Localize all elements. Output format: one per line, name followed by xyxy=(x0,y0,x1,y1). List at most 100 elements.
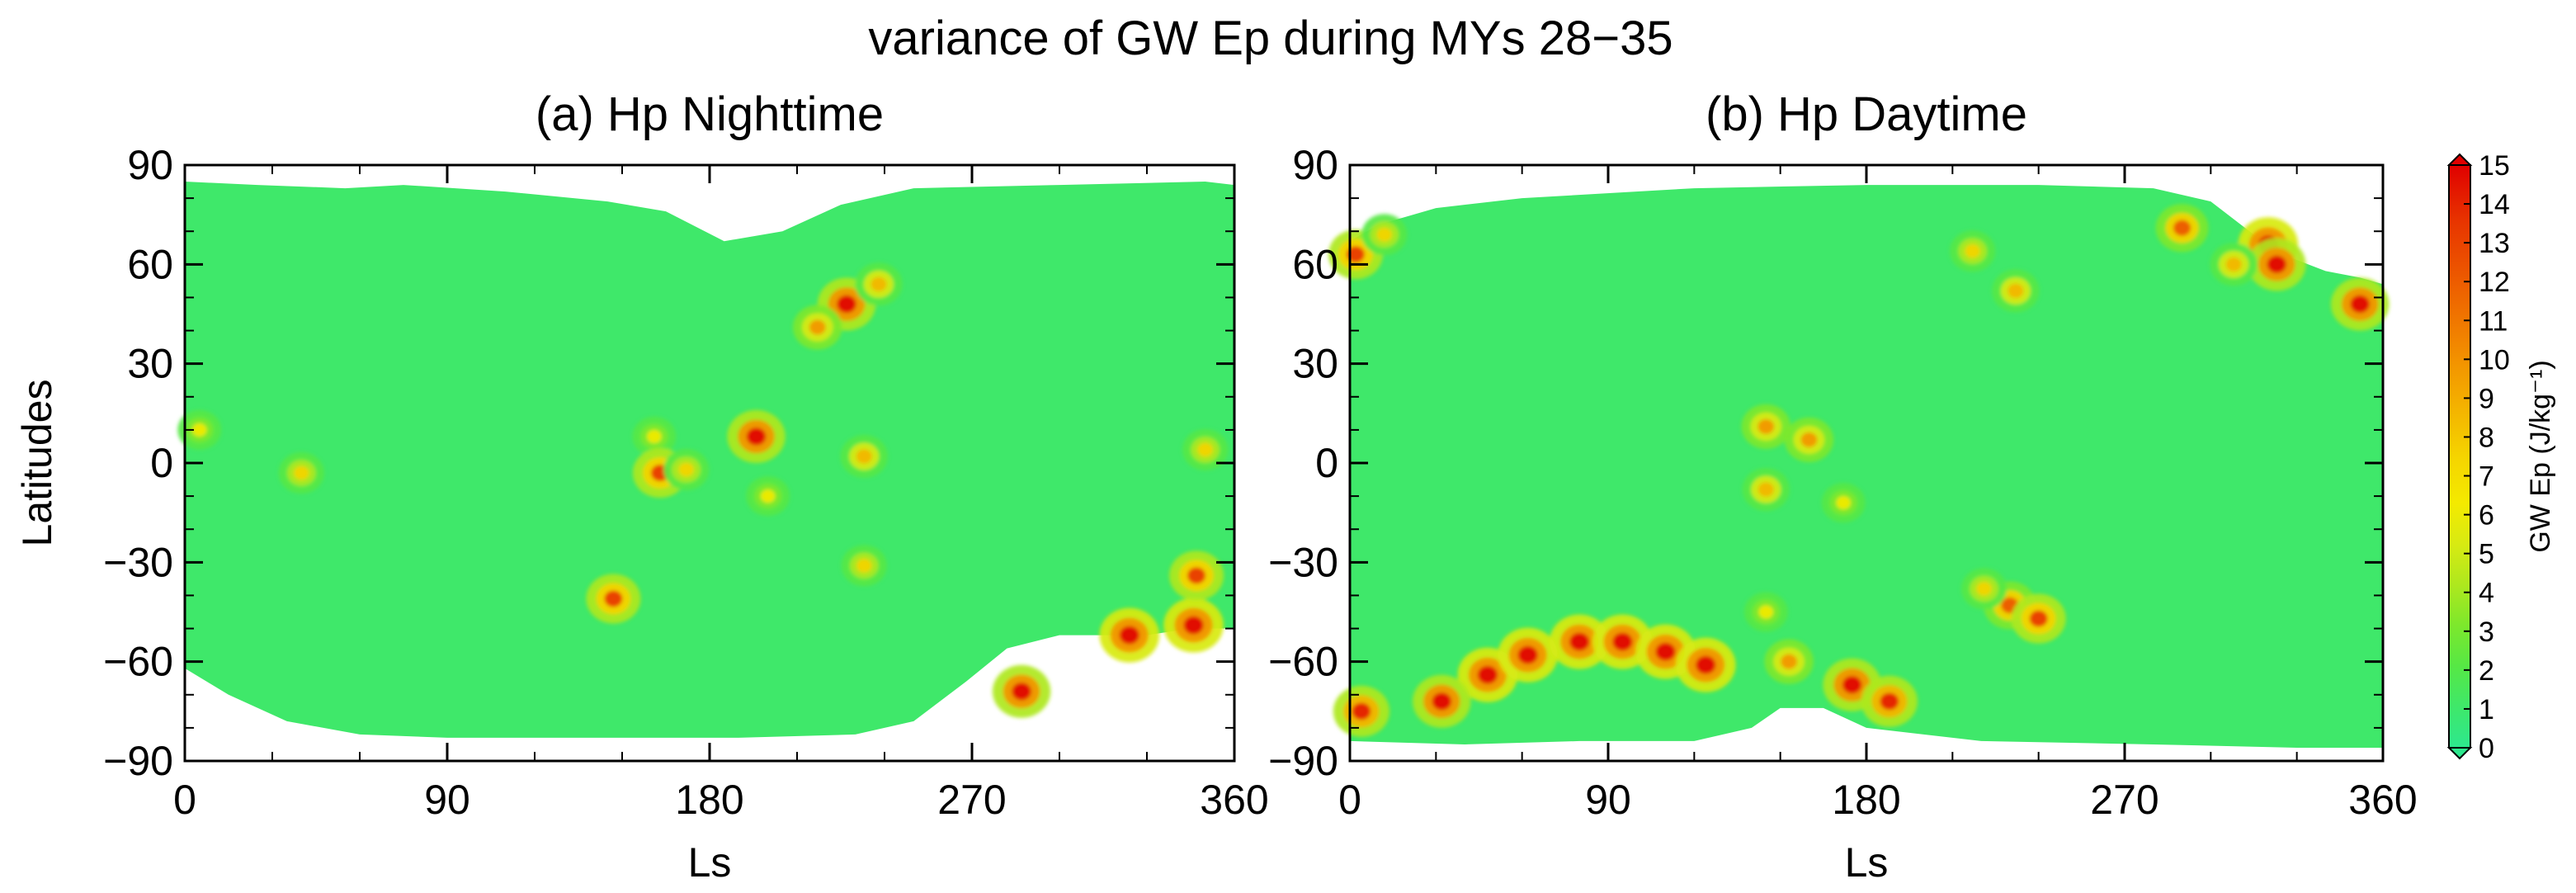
hotspot-contour xyxy=(1352,702,1371,721)
colorbar-tick-label: 12 xyxy=(2479,267,2510,298)
colorbar-tick-label: 11 xyxy=(2479,305,2508,337)
hotspot-contour xyxy=(1477,665,1498,684)
hotspot xyxy=(663,449,710,491)
hotspot xyxy=(746,476,790,517)
hotspot xyxy=(1861,675,1918,727)
x-tick-label: 180 xyxy=(1832,777,1900,823)
hotspot-contour xyxy=(1012,683,1031,701)
hotspot-contour xyxy=(2173,220,2191,236)
y-tick-label: 90 xyxy=(1292,142,1338,188)
x-tick-label: 180 xyxy=(675,777,743,823)
hotspot xyxy=(278,452,324,494)
hotspot-contour xyxy=(1432,692,1452,711)
y-tick-label: −60 xyxy=(1268,639,1338,685)
hotspot-contour xyxy=(1781,654,1798,669)
colorbar-tick-label: 2 xyxy=(2479,655,2494,687)
hotspot-contour xyxy=(1612,632,1633,651)
hotspot-contour xyxy=(1758,605,1774,619)
hotspot xyxy=(1741,404,1790,449)
hotspot xyxy=(1743,592,1788,632)
hotspot-contour xyxy=(1757,418,1775,434)
hotspot xyxy=(2210,243,2258,286)
hotspot xyxy=(992,664,1051,718)
hotspot xyxy=(2155,204,2209,253)
hotspot-contour xyxy=(1880,692,1899,711)
colorbar-tick-label: 6 xyxy=(2479,500,2494,532)
hotspot-contour xyxy=(870,276,887,292)
y-tick-label: 0 xyxy=(1315,440,1338,486)
hotspot-contour xyxy=(2007,283,2024,299)
hotspot-contour xyxy=(856,449,872,464)
hotspot xyxy=(1413,674,1471,728)
hotspot-contour xyxy=(2029,610,2048,627)
x-tick-label: 90 xyxy=(424,777,470,823)
hotspot-contour xyxy=(1119,626,1139,645)
hotspot xyxy=(1333,685,1390,737)
x-tick-label: 360 xyxy=(2348,777,2417,823)
x-tick-label: 0 xyxy=(1338,777,1361,823)
hotspot-contour xyxy=(678,462,694,477)
y-tick-label: 60 xyxy=(127,241,173,287)
y-tick-label: −60 xyxy=(103,639,173,685)
hotspot-contour xyxy=(1976,582,1992,596)
hotspot-contour xyxy=(294,465,309,480)
y-axis-label: Latitudes xyxy=(14,380,60,547)
colorbar-scale xyxy=(2448,164,2471,749)
hotspot-contour xyxy=(1183,616,1204,635)
hotspot xyxy=(1182,428,1229,470)
colorbar-tick-label: 7 xyxy=(2479,461,2494,493)
colorbar-tick-label: 3 xyxy=(2479,617,2494,648)
colorbar-tick-label: 9 xyxy=(2479,383,2494,414)
hotspot-contour xyxy=(1187,567,1206,584)
x-tick-label: 0 xyxy=(173,777,196,823)
colorbar-tick-label: 5 xyxy=(2479,539,2494,570)
hotspot-contour xyxy=(1376,227,1392,242)
y-tick-label: −90 xyxy=(1268,738,1338,784)
colorbar-tick-label: 14 xyxy=(2479,189,2510,220)
x-tick-label: 90 xyxy=(1585,777,1631,823)
x-axis-label: Ls xyxy=(688,839,732,886)
colorbar-min-arrow xyxy=(2446,747,2473,760)
y-tick-label: 60 xyxy=(1292,241,1338,287)
hotspot-contour xyxy=(604,590,623,607)
hotspot xyxy=(1163,598,1224,653)
hotspot xyxy=(793,305,842,350)
hotspot-contour xyxy=(1569,632,1590,651)
x-axis-label: Ls xyxy=(1845,839,1889,886)
x-tick-label: 360 xyxy=(1200,777,1268,823)
hotspot-contour xyxy=(1800,432,1818,447)
hotspot xyxy=(1169,550,1224,601)
hotspot xyxy=(1675,637,1736,692)
data-coverage-region xyxy=(1350,185,2383,748)
hotspot-contour xyxy=(1696,655,1716,674)
hotspot-contour xyxy=(746,428,767,446)
colorbar-tick-label: 10 xyxy=(2479,344,2510,376)
hotspot-contour xyxy=(1965,243,1980,258)
hotspot-contour xyxy=(2350,295,2370,314)
y-tick-label: −90 xyxy=(103,738,173,784)
hotspot-contour xyxy=(2225,257,2242,272)
hotspot-contour xyxy=(760,489,776,503)
hotspot xyxy=(586,574,641,624)
colorbar-max-arrow xyxy=(2446,153,2473,166)
panel-nighttime: (a) Hp Nighttime 0 90 180 270 360 90 60 30 0 −30 −6… xyxy=(14,87,1269,886)
y-tick-label: 30 xyxy=(1292,341,1338,387)
hotspot xyxy=(1099,607,1160,663)
hotspot-contour xyxy=(1842,676,1862,694)
data-coverage-region xyxy=(185,182,1234,738)
hotspot xyxy=(727,409,786,463)
hotspot-contour xyxy=(191,423,207,437)
hotspot-contour xyxy=(1197,442,1213,457)
y-tick-label: 90 xyxy=(127,142,173,188)
x-tick-label: 270 xyxy=(2090,777,2158,823)
hotspot xyxy=(2011,593,2066,644)
chart-title: variance of GW Ep during MYs 28−35 xyxy=(868,12,1673,65)
hotspot-contour xyxy=(856,559,872,573)
colorbar-tick-label: 15 xyxy=(2479,150,2510,182)
y-tick-label: 30 xyxy=(127,341,173,387)
hotspot xyxy=(1498,627,1558,683)
hotspot-contour xyxy=(1757,482,1774,497)
hotspot-contour xyxy=(2267,255,2287,274)
y-tick-label: −30 xyxy=(103,539,173,585)
y-tick-label: −30 xyxy=(1268,539,1338,585)
